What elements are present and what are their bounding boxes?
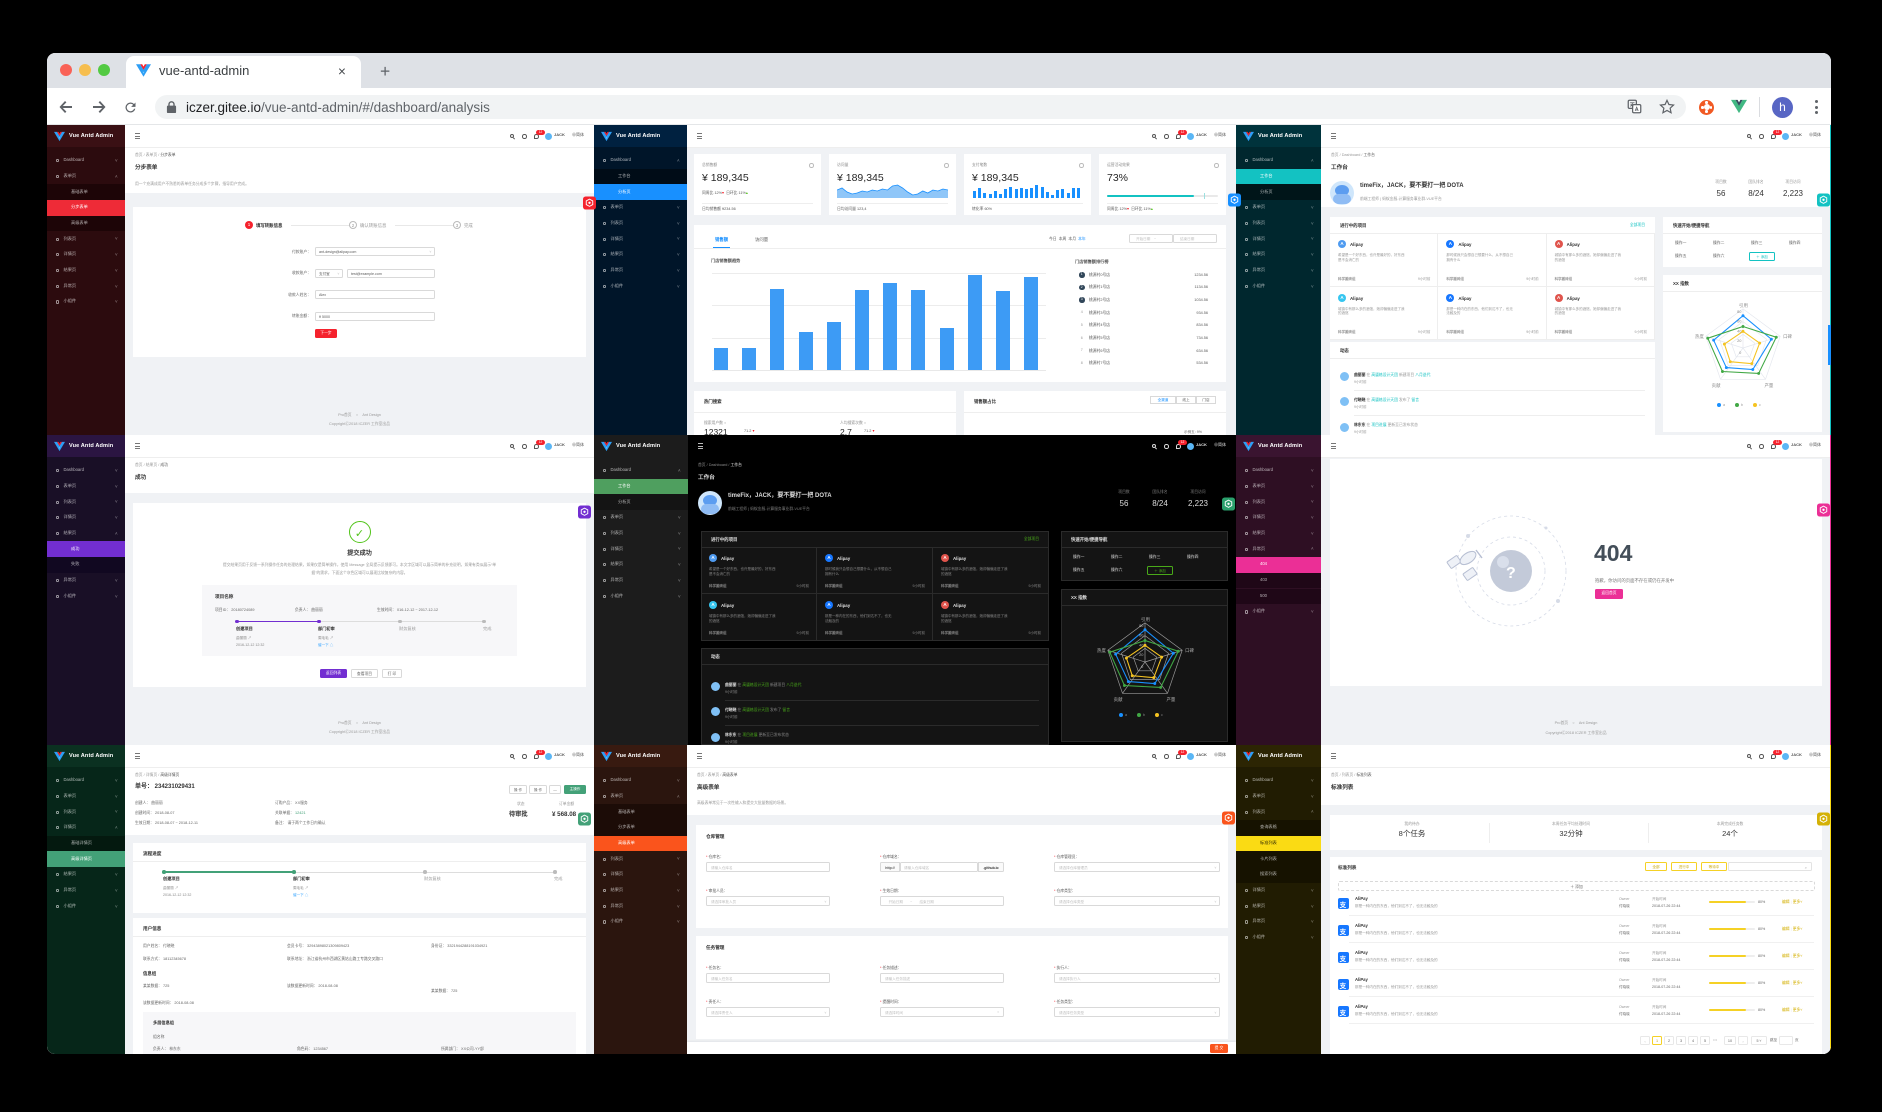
svg-text:60: 60	[1737, 319, 1742, 324]
svg-text:热度: 热度	[1695, 333, 1704, 340]
svg-text:口碑: 口碑	[1783, 333, 1792, 340]
svg-text:贡献: 贡献	[1113, 696, 1122, 703]
svg-text:贡献: 贡献	[1711, 382, 1720, 389]
svg-text:产量: 产量	[1764, 382, 1773, 389]
svg-text:80: 80	[1737, 309, 1742, 314]
svg-text:引用: 引用	[1141, 617, 1150, 623]
svg-text:引用: 引用	[1739, 303, 1748, 309]
svg-text:产量: 产量	[1166, 696, 1175, 703]
svg-text:口碑: 口碑	[1185, 647, 1194, 654]
svg-text:80: 80	[1139, 623, 1144, 628]
svg-text:60: 60	[1139, 633, 1144, 638]
svg-text:20: 20	[1737, 338, 1742, 343]
svg-text:0: 0	[1141, 664, 1144, 669]
svg-text:40: 40	[1139, 642, 1144, 647]
svg-text:40: 40	[1737, 328, 1742, 333]
svg-text:?: ?	[1506, 565, 1516, 582]
svg-text:热度: 热度	[1097, 647, 1106, 654]
svg-text:0: 0	[1739, 350, 1742, 355]
svg-text:20: 20	[1139, 652, 1144, 657]
